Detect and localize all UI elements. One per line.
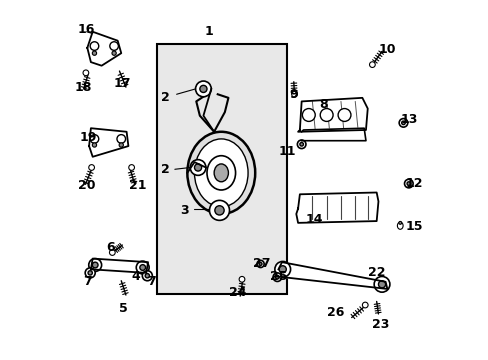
Ellipse shape	[272, 273, 281, 282]
Text: 9: 9	[289, 88, 298, 101]
Ellipse shape	[279, 266, 285, 273]
Text: 24: 24	[228, 286, 245, 299]
Text: 7: 7	[83, 275, 92, 288]
Text: 2: 2	[161, 91, 169, 104]
Text: 16: 16	[78, 23, 95, 36]
Ellipse shape	[404, 179, 412, 188]
Text: 2: 2	[161, 163, 169, 176]
Ellipse shape	[275, 275, 279, 279]
Polygon shape	[298, 98, 367, 132]
Ellipse shape	[187, 132, 255, 214]
Ellipse shape	[302, 109, 315, 121]
Ellipse shape	[85, 268, 95, 278]
Ellipse shape	[109, 249, 115, 255]
Text: 6: 6	[106, 241, 115, 255]
Text: 7: 7	[147, 275, 156, 288]
Text: 3: 3	[180, 204, 189, 217]
Ellipse shape	[299, 143, 303, 146]
Text: 4: 4	[131, 270, 140, 283]
Ellipse shape	[209, 201, 229, 220]
Ellipse shape	[140, 265, 145, 270]
Ellipse shape	[194, 164, 201, 171]
Ellipse shape	[257, 260, 264, 267]
Ellipse shape	[362, 302, 367, 308]
Ellipse shape	[190, 159, 205, 175]
Ellipse shape	[90, 135, 99, 143]
Ellipse shape	[112, 51, 116, 55]
Ellipse shape	[92, 143, 97, 147]
Ellipse shape	[214, 206, 224, 215]
Ellipse shape	[92, 262, 98, 268]
Ellipse shape	[88, 165, 94, 170]
Ellipse shape	[195, 81, 211, 97]
Text: 21: 21	[128, 179, 146, 192]
Ellipse shape	[92, 51, 97, 55]
Ellipse shape	[117, 135, 125, 143]
Ellipse shape	[83, 70, 88, 76]
Text: 19: 19	[80, 131, 97, 144]
Ellipse shape	[320, 109, 332, 121]
Ellipse shape	[297, 140, 305, 149]
Text: 8: 8	[318, 99, 327, 112]
Text: 18: 18	[75, 81, 92, 94]
Polygon shape	[301, 128, 365, 141]
Ellipse shape	[136, 261, 149, 274]
Text: 26: 26	[326, 306, 344, 319]
Text: 17: 17	[113, 77, 131, 90]
Bar	[157, 44, 287, 294]
Ellipse shape	[128, 165, 134, 170]
Ellipse shape	[194, 139, 247, 207]
Ellipse shape	[119, 143, 123, 147]
Text: 20: 20	[78, 179, 95, 192]
Ellipse shape	[398, 118, 407, 127]
Text: 25: 25	[269, 270, 287, 283]
Text: 22: 22	[367, 266, 385, 279]
Ellipse shape	[145, 274, 149, 278]
Text: 11: 11	[278, 145, 296, 158]
Polygon shape	[87, 32, 121, 66]
Ellipse shape	[406, 182, 410, 185]
Text: 10: 10	[378, 43, 395, 56]
Ellipse shape	[401, 121, 405, 125]
Polygon shape	[276, 262, 386, 289]
Text: 13: 13	[399, 113, 417, 126]
Ellipse shape	[337, 109, 350, 121]
Ellipse shape	[110, 42, 118, 50]
Ellipse shape	[90, 42, 99, 50]
Text: 15: 15	[405, 220, 422, 233]
Ellipse shape	[259, 262, 262, 265]
Polygon shape	[89, 128, 128, 157]
Text: 23: 23	[371, 318, 388, 331]
Ellipse shape	[398, 221, 401, 224]
Ellipse shape	[291, 91, 297, 97]
Text: 14: 14	[305, 213, 322, 226]
Text: 1: 1	[204, 25, 213, 38]
Ellipse shape	[206, 156, 235, 190]
Ellipse shape	[239, 276, 244, 282]
Text: 27: 27	[252, 257, 270, 270]
Ellipse shape	[373, 276, 389, 292]
Ellipse shape	[214, 164, 228, 182]
Ellipse shape	[378, 281, 385, 288]
Text: 5: 5	[119, 302, 127, 315]
Ellipse shape	[88, 258, 102, 271]
Ellipse shape	[397, 222, 402, 229]
Ellipse shape	[200, 85, 206, 93]
Polygon shape	[91, 258, 148, 273]
Ellipse shape	[88, 271, 92, 275]
Ellipse shape	[369, 62, 374, 67]
Ellipse shape	[142, 271, 152, 281]
Ellipse shape	[274, 261, 290, 277]
Text: 12: 12	[405, 177, 422, 190]
Polygon shape	[296, 193, 378, 223]
